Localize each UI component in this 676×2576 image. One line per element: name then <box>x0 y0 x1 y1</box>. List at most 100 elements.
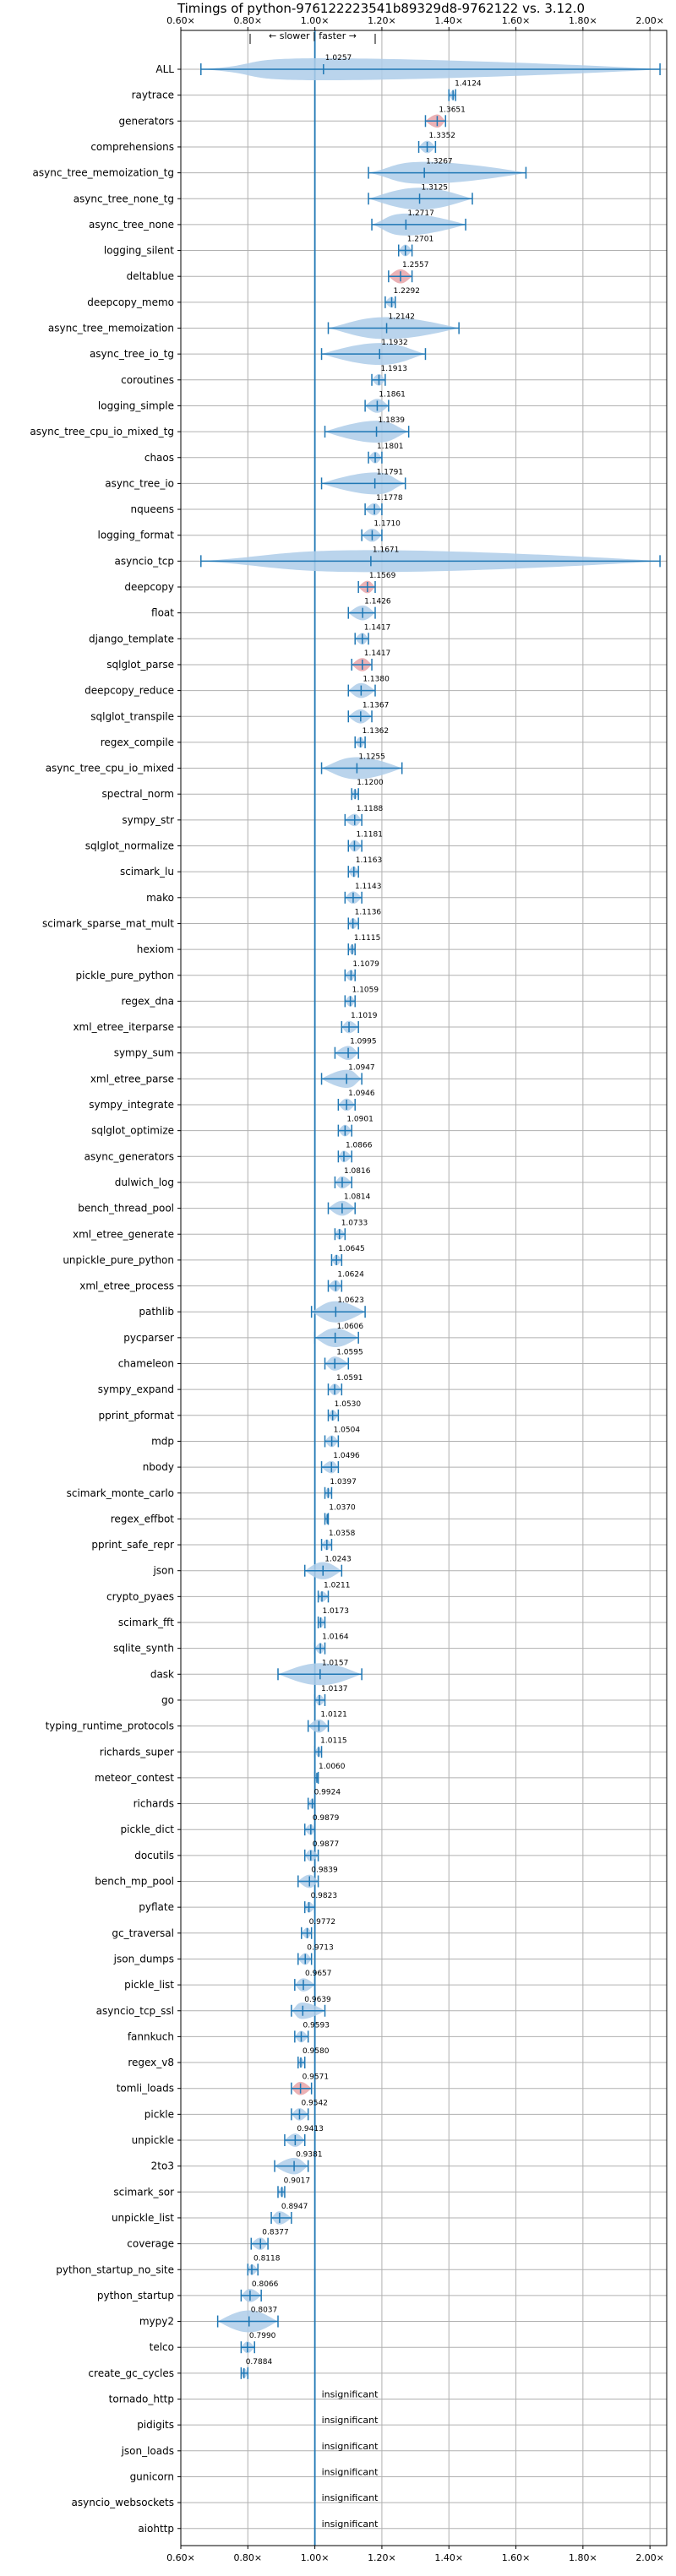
category-label: xml_etree_generate <box>73 1228 174 1240</box>
value-label: 1.0733 <box>341 1219 368 1227</box>
label-layer: ALL 1.0257 raytrace 1.4124 generators 1.3651 c… <box>30 54 482 2535</box>
x-tick-label-bottom: 1.00× <box>301 2552 330 2563</box>
category-label: pickle_dict <box>121 1823 175 1835</box>
category-label: unpickle_pure_python <box>63 1254 174 1266</box>
category-label: pycparser <box>123 1332 174 1344</box>
violin-layer <box>200 58 661 2379</box>
value-label: 1.0814 <box>344 1193 371 1202</box>
category-label: scimark_monte_carlo <box>67 1487 174 1499</box>
category-label: pprint_safe_repr <box>91 1539 174 1551</box>
value-label: 1.1839 <box>379 416 406 425</box>
category-label: pickle_list <box>124 1979 174 1991</box>
category-label: sympy_integrate <box>89 1099 174 1111</box>
category-label: deepcopy_reduce <box>84 685 174 697</box>
value-label: 0.7990 <box>249 2332 276 2340</box>
value-label: 0.9542 <box>301 2099 328 2107</box>
value-label: 1.0164 <box>322 1633 349 1642</box>
category-label: logging_silent <box>104 245 174 257</box>
value-label: 0.8118 <box>254 2254 281 2263</box>
category-label: mypy2 <box>139 2316 174 2328</box>
value-label: 0.9413 <box>297 2125 324 2133</box>
category-label: async_tree_none_tg <box>74 193 174 204</box>
category-label: sympy_sum <box>114 1047 174 1059</box>
category-label: mdp <box>151 1435 174 1447</box>
grid-layer <box>180 30 667 2546</box>
category-label: async_tree_none <box>89 219 174 231</box>
value-label: 0.9580 <box>303 2047 330 2056</box>
category-label: django_template <box>89 633 174 644</box>
x-tick-label-bottom: 1.80× <box>569 2552 597 2563</box>
category-label: unpickle <box>132 2134 174 2146</box>
x-tick-label-bottom: 0.60× <box>166 2552 195 2563</box>
category-label: async_tree_cpu_io_mixed_tg <box>30 426 174 437</box>
annotation-layer: ← slower | faster → <box>269 30 357 41</box>
value-label: 0.9571 <box>303 2073 330 2082</box>
category-label: mako <box>146 892 174 904</box>
value-label: 1.0121 <box>320 1711 347 1720</box>
value-label: 1.1791 <box>377 468 404 476</box>
value-label: 1.1255 <box>358 753 385 762</box>
x-tick-label-bottom: 2.00× <box>635 2552 664 2563</box>
value-label: 1.0243 <box>324 1556 352 1564</box>
value-label: 1.1059 <box>352 986 379 994</box>
category-label: telco <box>150 2341 174 2353</box>
value-label: 1.0173 <box>322 1607 349 1616</box>
value-label: 1.0816 <box>344 1167 371 1176</box>
category-label: dulwich_log <box>115 1177 174 1188</box>
category-label: async_generators <box>84 1150 174 1162</box>
value-label: 1.0591 <box>336 1374 363 1383</box>
value-label: 1.1710 <box>373 520 401 529</box>
category-label: pickle <box>144 2108 174 2120</box>
category-label: richards_super <box>100 1746 174 1758</box>
category-label: scimark_lu <box>120 866 174 878</box>
x-tick-label-bottom: 0.80× <box>233 2552 262 2563</box>
category-label: crypto_pyaes <box>106 1590 174 1602</box>
category-label: bench_mp_pool <box>95 1876 174 1888</box>
value-label: 1.0947 <box>348 1063 375 1072</box>
value-label: 1.1861 <box>379 390 406 399</box>
value-label: 1.3125 <box>422 183 449 192</box>
x-tick-label-bottom: 1.40× <box>434 2552 463 2563</box>
category-label: nbody <box>143 1461 174 1473</box>
insignificant-label: insignificant <box>322 2389 379 2400</box>
value-label: 1.1417 <box>364 649 391 658</box>
x-tick-label-bottom: 1.60× <box>502 2552 531 2563</box>
chart-title: Timings of python-976122223541b89329d8-9… <box>177 1 585 16</box>
category-label: xml_etree_iterparse <box>73 1021 174 1033</box>
category-label: deltablue <box>127 270 174 282</box>
category-label: async_tree_memoization <box>48 323 174 334</box>
category-label: sqlglot_transpile <box>90 710 174 722</box>
category-label: xml_etree_parse <box>90 1073 174 1084</box>
category-label: python_startup <box>97 2290 174 2302</box>
value-label: 1.1671 <box>373 546 400 554</box>
category-label: sqlglot_normalize <box>85 840 174 852</box>
category-label: xml_etree_process <box>79 1280 174 1292</box>
value-label: 1.3651 <box>439 106 466 114</box>
x-tick-label-top: 1.60× <box>502 15 531 26</box>
category-label: create_gc_cycles <box>88 2367 174 2379</box>
category-label: richards <box>134 1798 174 1810</box>
category-label: aiohttp <box>138 2523 174 2535</box>
value-label: 0.9879 <box>313 1814 340 1823</box>
category-label: ALL <box>155 63 174 75</box>
category-label: scimark_fft <box>118 1617 174 1628</box>
value-label: 0.9823 <box>311 1892 338 1900</box>
value-label: 1.1913 <box>380 365 407 373</box>
category-label: sqlglot_optimize <box>91 1125 174 1137</box>
category-label: go <box>161 1694 174 1706</box>
value-label: 1.0866 <box>346 1141 373 1149</box>
value-label: 1.0624 <box>337 1271 364 1280</box>
x-tick-label-top: 1.20× <box>368 15 396 26</box>
category-label: pprint_pformat <box>99 1410 175 1421</box>
value-label: 1.0645 <box>338 1245 365 1253</box>
category-label: nqueens <box>131 503 174 515</box>
category-label: sympy_expand <box>98 1383 174 1395</box>
value-label: 1.3267 <box>426 158 453 166</box>
category-label: typing_runtime_protocols <box>46 1720 174 1732</box>
insignificant-label: insignificant <box>322 2466 379 2477</box>
category-label: gunicorn <box>130 2470 174 2482</box>
value-label: 0.9772 <box>309 1918 336 1927</box>
category-label: logging_format <box>97 530 174 541</box>
value-label: 1.1200 <box>357 779 384 787</box>
